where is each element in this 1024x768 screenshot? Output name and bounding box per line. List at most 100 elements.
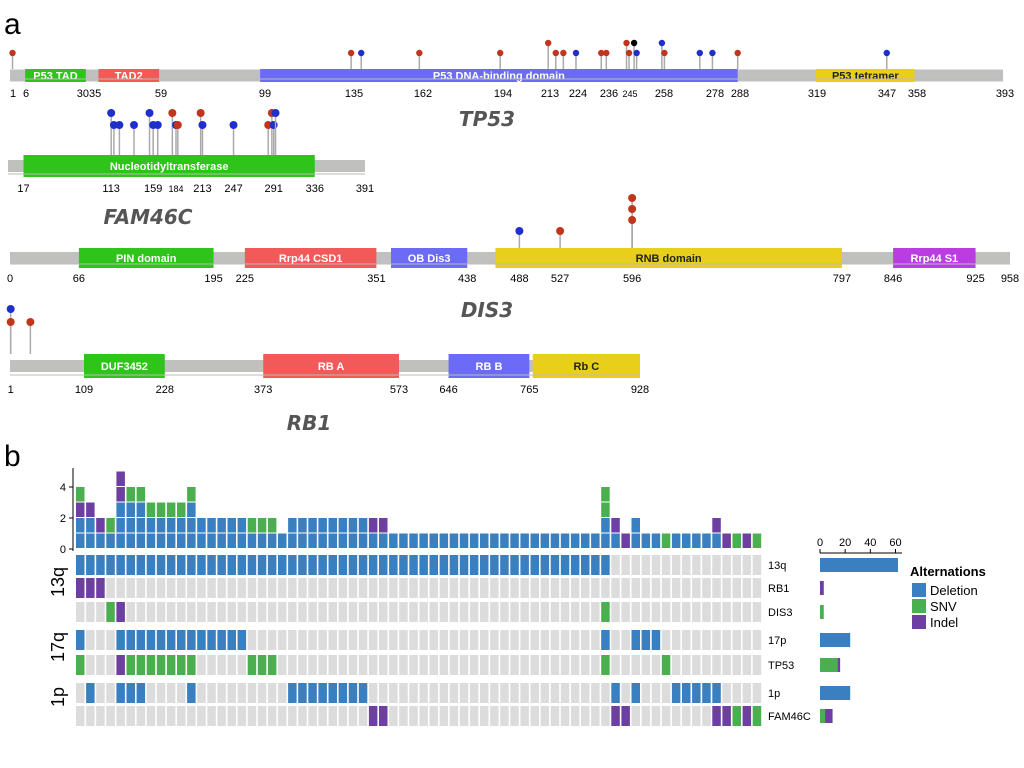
position-tick-195: 195 xyxy=(204,273,222,285)
oncoprint-cell xyxy=(732,555,741,575)
oncoprint-cell xyxy=(237,655,247,675)
oncoprint-cell xyxy=(217,706,226,726)
top-bar-segment xyxy=(318,533,327,548)
position-tick-925: 925 xyxy=(966,273,984,285)
oncoprint-cell xyxy=(298,630,307,650)
oncoprint-cell xyxy=(389,630,398,650)
oncoprint-cell xyxy=(106,706,115,726)
oncoprint-cell xyxy=(298,555,307,575)
oncoprint-cell xyxy=(550,602,560,622)
oncoprint-cell xyxy=(278,555,287,575)
oncoprint-cell xyxy=(671,578,681,598)
position-tick-194: 194 xyxy=(494,88,512,100)
position-tick-373: 373 xyxy=(254,384,272,396)
oncoprint-cell xyxy=(288,555,297,575)
oncoprint-cell xyxy=(671,602,681,622)
domain-label-ob-dis3: OB Dis3 xyxy=(408,253,451,265)
oncoprint-cell xyxy=(439,602,449,622)
oncoprint-cell xyxy=(510,578,519,598)
oncoprint-cell xyxy=(581,683,590,703)
top-axis-label-4: 4 xyxy=(60,482,66,494)
oncoprint-cell xyxy=(419,706,428,726)
oncoprint-cell xyxy=(146,602,156,622)
oncoprint-cell xyxy=(722,655,731,675)
top-bar-segment xyxy=(591,533,600,548)
oncoprint-cell xyxy=(318,578,327,598)
oncoprint-cell xyxy=(146,706,156,726)
oncoprint-cell xyxy=(510,706,519,726)
top-bar-segment xyxy=(76,518,85,533)
oncoprint-cell xyxy=(570,630,580,650)
oncoprint-cell xyxy=(621,683,630,703)
oncoprint-cell xyxy=(570,602,580,622)
oncoprint-cell xyxy=(379,683,388,703)
oncoprint-cell xyxy=(106,683,115,703)
top-bar-segment xyxy=(207,518,216,533)
top-bar-segment xyxy=(136,487,146,502)
oncoprint-cell xyxy=(318,555,327,575)
oncoprint-cell xyxy=(550,630,560,650)
oncoprint-cell xyxy=(409,655,418,675)
lollipop-head-red xyxy=(416,49,423,57)
oncoprint-cell xyxy=(318,630,327,650)
oncoprint-cell xyxy=(540,655,550,675)
oncoprint-cell xyxy=(611,683,620,703)
oncoprint-cell xyxy=(156,578,166,598)
gene-name-dis3: DIS3 xyxy=(461,298,513,322)
oncoprint-cell xyxy=(328,683,337,703)
oncoprint-cell xyxy=(752,602,762,622)
oncoprint-cell xyxy=(166,630,176,650)
position-tick-213: 213 xyxy=(193,183,211,195)
oncoprint-cell xyxy=(389,602,398,622)
oncoprint-cell xyxy=(288,630,297,650)
lollipop-head-red xyxy=(196,109,205,117)
oncoprint-row-label-tp53: TP53 xyxy=(768,660,794,672)
oncoprint-cell xyxy=(591,555,600,575)
oncoprint-cell xyxy=(146,630,156,650)
top-bar-segment xyxy=(752,533,762,548)
position-tick-1: 1 xyxy=(10,88,16,100)
panel-b-letter: b xyxy=(4,440,21,473)
lollipop-head-blue xyxy=(633,49,640,57)
oncoprint-cell xyxy=(288,578,297,598)
oncoprint-cell xyxy=(439,655,449,675)
right-bar-17p-deletion xyxy=(820,633,851,647)
top-bar-segment xyxy=(358,533,368,548)
oncoprint-cell xyxy=(611,602,620,622)
position-tick-438: 438 xyxy=(458,273,476,285)
position-tick-66: 66 xyxy=(73,273,85,285)
oncoprint-cell xyxy=(651,655,661,675)
lollipop-head-blue xyxy=(696,49,703,57)
oncoprint-row-fam46c: FAM46C xyxy=(76,706,811,726)
oncoprint-cell xyxy=(429,706,438,726)
oncoprint-cell xyxy=(298,683,307,703)
oncoprint-cell xyxy=(480,602,489,622)
oncoprint-cell xyxy=(581,555,590,575)
position-tick-17: 17 xyxy=(17,183,29,195)
oncoprint-cell xyxy=(702,655,711,675)
oncoprint-cell xyxy=(187,578,196,598)
oncoprint-cell xyxy=(136,602,146,622)
oncoprint-cell xyxy=(469,655,479,675)
legend-label-indel: Indel xyxy=(930,615,958,630)
position-tick-278: 278 xyxy=(706,88,724,100)
top-bar-segment xyxy=(379,518,388,533)
oncoprint-cell xyxy=(429,555,438,575)
oncoprint-cell xyxy=(217,630,226,650)
top-bar-segment xyxy=(146,533,156,548)
oncoprint-cell xyxy=(621,555,630,575)
oncoprint-cell xyxy=(742,555,752,575)
oncoprint-cell xyxy=(257,630,267,650)
oncoprint-cell xyxy=(156,555,166,575)
lollipop-head-red xyxy=(734,49,741,57)
oncoprint-cell xyxy=(399,706,408,726)
oncoprint-cell xyxy=(187,683,196,703)
lollipop-head-red xyxy=(26,318,35,326)
oncoprint-cell xyxy=(641,578,651,598)
oncoprint-cell xyxy=(570,683,580,703)
oncoprint-cell xyxy=(671,655,681,675)
oncoprint-cell xyxy=(722,555,731,575)
oncoprint-cell xyxy=(379,578,388,598)
oncoprint-row-label-17p: 17p xyxy=(768,635,786,647)
